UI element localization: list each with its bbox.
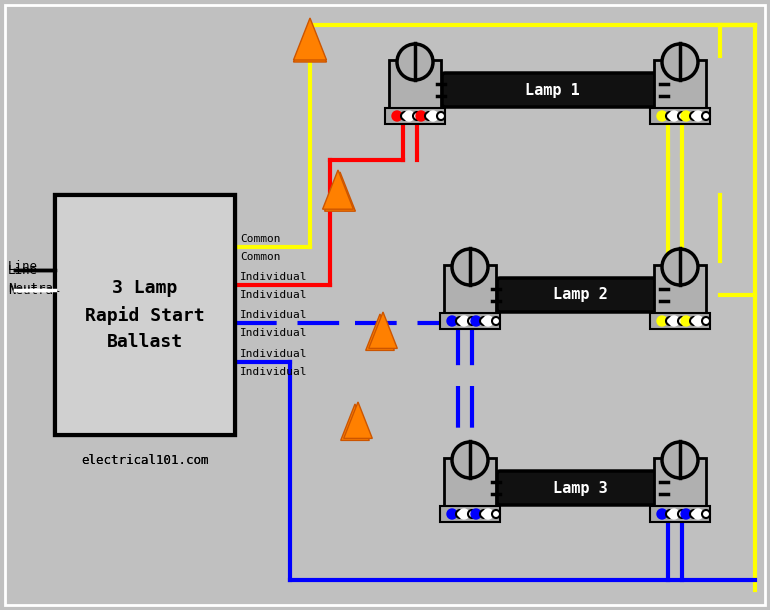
- Circle shape: [666, 317, 674, 325]
- Text: Lamp 2: Lamp 2: [553, 287, 608, 303]
- Circle shape: [657, 509, 667, 519]
- Circle shape: [681, 111, 691, 121]
- Circle shape: [681, 316, 691, 326]
- Circle shape: [468, 317, 476, 325]
- Bar: [440, 313, 500, 329]
- Circle shape: [492, 510, 500, 518]
- Circle shape: [480, 317, 488, 325]
- FancyBboxPatch shape: [442, 73, 663, 107]
- Circle shape: [678, 317, 686, 325]
- Bar: [444, 458, 496, 508]
- Text: electrical101.com: electrical101.com: [82, 453, 209, 467]
- Circle shape: [447, 316, 457, 326]
- Bar: [650, 506, 710, 522]
- Text: Lamp 3: Lamp 3: [553, 481, 608, 495]
- Bar: [385, 108, 445, 124]
- Circle shape: [702, 317, 710, 325]
- Bar: [654, 265, 706, 315]
- Circle shape: [397, 44, 433, 80]
- Circle shape: [693, 316, 703, 326]
- Circle shape: [452, 249, 488, 285]
- Circle shape: [693, 111, 703, 121]
- Text: Line: Line: [8, 264, 38, 276]
- Bar: [55, 195, 235, 435]
- Circle shape: [404, 111, 414, 121]
- Text: Individual: Individual: [240, 290, 307, 300]
- Circle shape: [669, 111, 679, 121]
- Circle shape: [678, 510, 686, 518]
- Bar: [654, 60, 706, 110]
- Text: Individual: Individual: [240, 310, 307, 320]
- Circle shape: [693, 509, 703, 519]
- Circle shape: [468, 510, 476, 518]
- Circle shape: [428, 111, 438, 121]
- Circle shape: [401, 112, 409, 120]
- Circle shape: [702, 510, 710, 518]
- Circle shape: [456, 510, 464, 518]
- Text: electrical101.com: electrical101.com: [82, 453, 209, 467]
- Circle shape: [483, 316, 493, 326]
- FancyBboxPatch shape: [497, 278, 663, 312]
- Circle shape: [480, 510, 488, 518]
- Text: Common: Common: [240, 234, 280, 244]
- Bar: [389, 60, 441, 110]
- Bar: [650, 108, 710, 124]
- Circle shape: [416, 111, 426, 121]
- Circle shape: [425, 112, 433, 120]
- Circle shape: [437, 112, 445, 120]
- Text: Individual: Individual: [240, 328, 307, 338]
- Circle shape: [456, 317, 464, 325]
- Polygon shape: [325, 172, 356, 211]
- Bar: [440, 506, 500, 522]
- Circle shape: [678, 112, 686, 120]
- Text: Individual: Individual: [240, 349, 307, 359]
- Circle shape: [662, 442, 698, 478]
- Circle shape: [657, 316, 667, 326]
- Circle shape: [669, 509, 679, 519]
- Circle shape: [471, 316, 481, 326]
- Text: Neutral: Neutral: [8, 284, 61, 296]
- Bar: [654, 458, 706, 508]
- FancyBboxPatch shape: [497, 471, 663, 505]
- Circle shape: [392, 111, 402, 121]
- Text: Individual: Individual: [240, 272, 307, 282]
- Circle shape: [413, 112, 421, 120]
- Circle shape: [662, 249, 698, 285]
- Circle shape: [702, 112, 710, 120]
- Text: Line: Line: [8, 260, 38, 273]
- Circle shape: [681, 509, 691, 519]
- Polygon shape: [366, 314, 394, 350]
- Polygon shape: [369, 312, 397, 348]
- Text: 3 Lamp
Rapid Start
Ballast: 3 Lamp Rapid Start Ballast: [85, 279, 205, 351]
- Polygon shape: [343, 402, 373, 439]
- Circle shape: [459, 316, 469, 326]
- Text: 3 Lamp
Rapid Start
Ballast: 3 Lamp Rapid Start Ballast: [85, 279, 205, 351]
- Text: Lamp 1: Lamp 1: [525, 82, 580, 98]
- Bar: [55, 195, 235, 435]
- Circle shape: [662, 44, 698, 80]
- Polygon shape: [293, 18, 326, 60]
- Bar: [444, 265, 496, 315]
- Circle shape: [666, 510, 674, 518]
- Circle shape: [669, 316, 679, 326]
- Circle shape: [690, 317, 698, 325]
- Circle shape: [690, 112, 698, 120]
- Text: Neutral: Neutral: [8, 282, 61, 295]
- Circle shape: [447, 509, 457, 519]
- Bar: [650, 313, 710, 329]
- Circle shape: [666, 112, 674, 120]
- Circle shape: [452, 442, 488, 478]
- Text: Individual: Individual: [240, 367, 307, 377]
- Polygon shape: [323, 170, 353, 209]
- Polygon shape: [293, 20, 326, 62]
- Text: Common: Common: [240, 252, 280, 262]
- Circle shape: [483, 509, 493, 519]
- Circle shape: [459, 509, 469, 519]
- Circle shape: [471, 509, 481, 519]
- Polygon shape: [340, 404, 370, 440]
- Circle shape: [690, 510, 698, 518]
- Circle shape: [657, 111, 667, 121]
- Circle shape: [492, 317, 500, 325]
